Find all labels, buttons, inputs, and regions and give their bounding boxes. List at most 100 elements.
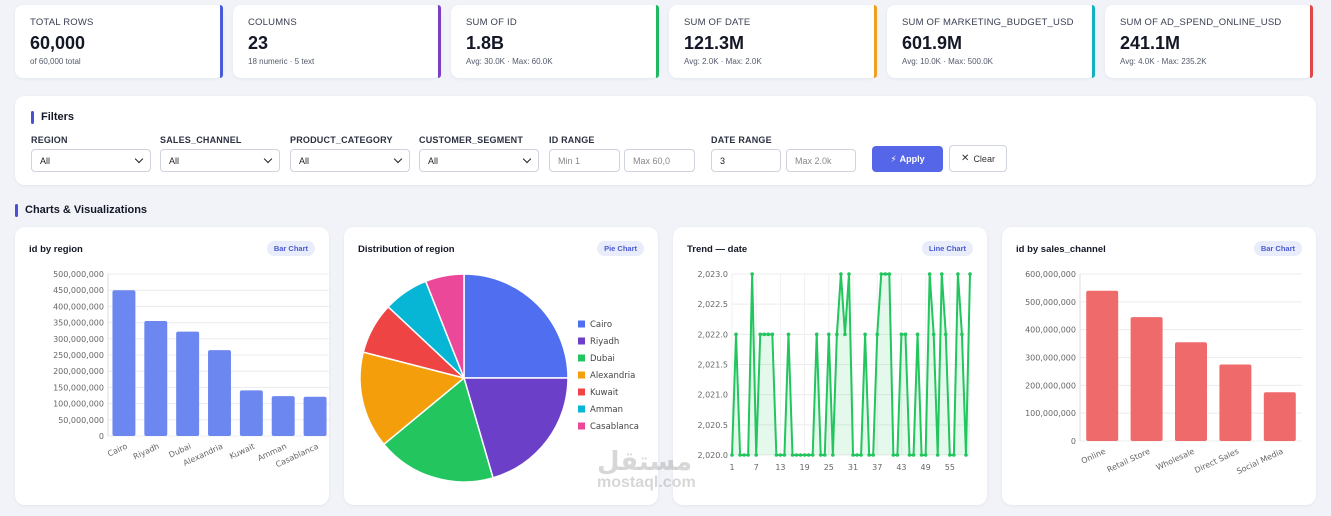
chart-type-badge: Line Chart: [921, 241, 973, 256]
data-point: [843, 332, 847, 337]
data-point: [742, 453, 746, 457]
product-category-select[interactable]: All: [290, 149, 410, 172]
id-max-input[interactable]: Max 60,0: [624, 149, 695, 172]
date-min-input[interactable]: 3: [711, 149, 781, 172]
legend-swatch: [578, 388, 585, 396]
legend-label: Amman: [590, 405, 623, 415]
x-tick-label: 19: [800, 463, 810, 472]
filter-label: SALES_CHANNEL: [160, 135, 242, 145]
x-tick-label: Riyadh: [132, 442, 161, 462]
y-tick-label: 2,023.0: [697, 270, 728, 279]
filter-label: PRODUCT_CATEGORY: [290, 135, 393, 145]
kpi-subtext: Avg: 10.0K · Max: 500.0K: [902, 57, 994, 66]
clear-button[interactable]: ✕ Clear: [949, 145, 1007, 172]
data-point: [879, 272, 884, 276]
y-tick-label: 0: [99, 432, 104, 441]
data-point: [891, 453, 896, 457]
bar: [208, 350, 231, 436]
line-chart-svg: 2,020.0 2,020.5 2,021.0 2,021.5 2,022.0 2,022…: [697, 270, 972, 472]
data-point: [895, 453, 900, 457]
filter-label: REGION: [31, 135, 68, 145]
x-tick-label: 49: [921, 463, 931, 472]
bar-chart-svg: 0 50,000,000 100,000,000 150,000,000 200,000…: [53, 270, 329, 469]
select-value: All: [428, 155, 439, 166]
chevron-down-icon: [522, 154, 532, 164]
bar-chart-svg: 0 100,000,000 200,000,000 300,000,000 400,00…: [1025, 270, 1302, 476]
data-point: [875, 332, 880, 337]
filter-date-range: DATE RANGE 3 Max 2.0k: [711, 135, 861, 172]
kpi-value: 121.3M: [684, 33, 745, 53]
bar: [1175, 342, 1207, 441]
data-point: [778, 453, 783, 457]
data-point: [806, 453, 811, 457]
apply-label: Apply: [899, 154, 925, 164]
data-point: [746, 453, 750, 457]
chart-type-badge: Bar Chart: [1253, 241, 1302, 256]
kpi-subtext: of 60,000 total: [30, 57, 81, 66]
data-point: [810, 453, 815, 457]
data-point: [802, 453, 807, 457]
legend-label: Kuwait: [590, 388, 619, 398]
pie-slice: [463, 377, 569, 479]
x-tick-label: 7: [754, 463, 759, 472]
data-point: [839, 272, 843, 276]
data-point: [899, 332, 904, 337]
x-tick-label: 1: [729, 463, 734, 472]
chart-card-trend-date: 2,020.0 2,020.5 2,021.0 2,021.5 2,022.0 2,022…: [673, 227, 987, 505]
filters-panel: Filters REGION All SALES_CHANNEL All PRO…: [15, 96, 1316, 185]
y-tick-label: 0: [1071, 437, 1076, 446]
bar: [176, 331, 200, 436]
kpi-card-sum-of-marketing-budget: SUM OF MARKETING_BUDGET_USD 601.9M Avg: …: [887, 5, 1095, 78]
kpi-value: 23: [248, 33, 269, 53]
select-value: All: [169, 155, 180, 166]
date-max-input[interactable]: Max 2.0k: [786, 149, 856, 172]
legend-swatch: [578, 422, 585, 430]
chart-card-id-by-sales-channel: 0 100,000,000 200,000,000 300,000,000 400,00…: [1002, 227, 1316, 505]
y-tick-label: 50,000,000: [58, 416, 104, 425]
data-point: [919, 453, 924, 457]
filter-label: DATE RANGE: [711, 135, 772, 145]
chart-title: id by region: [29, 244, 83, 255]
kpi-card-columns: COLUMNS 23 18 numeric · 5 text: [233, 5, 441, 78]
sales-channel-select[interactable]: All: [160, 149, 280, 172]
y-tick-label: 350,000,000: [53, 319, 104, 328]
chart-card-distribution-of-region: Cairo Riyadh Dubai Alexandria Kuwait Amman Cas…: [344, 227, 658, 505]
data-point: [867, 453, 871, 457]
chart-type-badge: Pie Chart: [597, 241, 644, 256]
legend-swatch: [578, 337, 585, 345]
customer-segment-select[interactable]: All: [419, 149, 539, 172]
bar: [1086, 290, 1119, 441]
charts-section-title: Charts & Visualizations: [15, 204, 147, 217]
legend-swatch: [578, 354, 585, 362]
data-point: [818, 453, 823, 457]
legend-label: Casablanca: [590, 422, 639, 432]
kpi-subtext: Avg: 4.0K · Max: 235.2K: [1120, 57, 1207, 66]
id-min-input[interactable]: Min 1: [549, 149, 620, 172]
apply-button[interactable]: ⚡ Apply: [872, 146, 943, 172]
pie-slice: [463, 273, 569, 379]
data-point: [927, 272, 932, 276]
data-point: [790, 453, 795, 457]
data-point: [931, 332, 936, 337]
select-value: All: [40, 155, 51, 166]
filter-region: REGION All: [31, 135, 151, 172]
select-value: All: [299, 155, 310, 166]
kpi-label: SUM OF AD_SPEND_ONLINE_USD: [1120, 17, 1282, 28]
y-tick-label: 2,020.0: [697, 451, 728, 460]
y-tick-label: 300,000,000: [53, 335, 104, 344]
x-tick-label: 37: [872, 463, 882, 472]
data-point: [851, 453, 855, 457]
kpi-row: TOTAL ROWS 60,000 of 60,000 total COLUMN…: [15, 5, 1313, 78]
bar: [239, 390, 263, 436]
bar: [1219, 364, 1252, 441]
data-point: [960, 332, 964, 337]
y-tick-label: 250,000,000: [53, 351, 104, 360]
data-point: [952, 453, 956, 457]
data-point: [887, 272, 892, 276]
bar: [112, 290, 136, 436]
region-select[interactable]: All: [31, 149, 151, 172]
x-tick-label: 55: [945, 463, 955, 472]
data-point: [883, 272, 888, 276]
data-point: [863, 332, 867, 337]
data-point: [935, 453, 940, 457]
